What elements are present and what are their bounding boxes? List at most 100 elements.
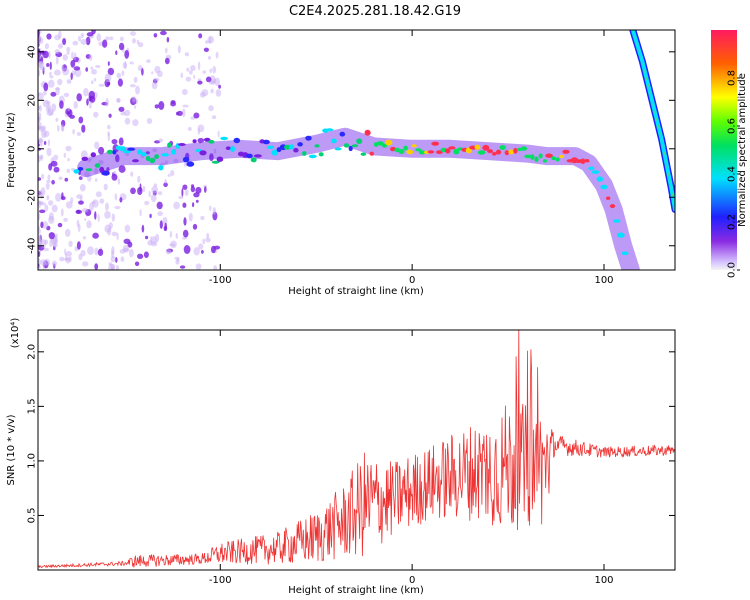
noise-dot: [49, 71, 52, 76]
main-track-halo: [77, 127, 640, 270]
noise-dot: [213, 265, 218, 270]
main-track-blob: [606, 196, 611, 200]
noise-dot: [52, 242, 58, 248]
noise-dot: [212, 207, 216, 215]
noise-dot: [202, 70, 207, 74]
noise-dot: [145, 151, 150, 155]
noise-dot: [118, 137, 124, 146]
noise-dot: [188, 70, 193, 75]
noise-dot: [58, 43, 63, 49]
noise-dot: [129, 84, 136, 88]
noise-dot: [76, 132, 81, 136]
noise-dot: [107, 67, 115, 76]
main-track-blob: [351, 144, 359, 148]
noise-dot: [95, 64, 101, 69]
main-track-blob: [524, 154, 532, 159]
main-track-blob: [171, 149, 176, 155]
noise-dot: [121, 70, 125, 76]
noise-dot: [46, 195, 50, 201]
main-track-blob: [293, 147, 299, 153]
main-track-blob: [448, 146, 456, 150]
main-track-blob: [250, 157, 257, 163]
main-track-blob: [85, 168, 93, 172]
noise-dot: [184, 52, 190, 57]
noise-dot: [115, 265, 120, 270]
noise-dot: [195, 199, 199, 203]
noise-dot: [147, 240, 153, 246]
main-track-blob: [262, 139, 270, 145]
noise-dot: [134, 261, 140, 267]
main-track-blob: [230, 146, 236, 152]
noise-dot: [208, 36, 212, 45]
noise-dot: [177, 45, 181, 54]
noise-dot: [164, 222, 167, 230]
noise-dot: [81, 208, 89, 213]
noise-dot: [38, 112, 42, 118]
noise-dot: [86, 98, 89, 106]
main-track-blob: [182, 156, 190, 163]
main-track-blob: [167, 142, 172, 148]
noise-dot: [76, 219, 80, 228]
noise-dot: [150, 194, 157, 202]
noise-dot: [143, 251, 149, 258]
noise-dot: [208, 105, 214, 112]
main-track-blob: [348, 145, 353, 152]
main-track-blob: [369, 151, 374, 156]
noise-dot: [47, 139, 51, 147]
main-track-blob: [127, 147, 136, 151]
main-track-blob: [513, 147, 518, 154]
noise-dot: [41, 221, 49, 229]
main-track-blob: [325, 128, 334, 132]
y-tick-label: -20: [27, 189, 38, 205]
spectrogram-ticks: -100 0 100 -40 -20 0 20 40: [27, 30, 675, 286]
main-track-blob: [617, 232, 625, 238]
main-track-blob: [216, 156, 224, 162]
noise-dot: [39, 239, 47, 248]
noise-dot: [152, 148, 158, 153]
noise-dot: [55, 55, 59, 65]
main-track-blob: [445, 148, 451, 154]
noise-dot: [47, 174, 51, 181]
main-track-blob: [339, 131, 346, 137]
noise-dot: [94, 141, 100, 150]
noise-dot: [56, 125, 60, 132]
noise-dot: [74, 68, 82, 78]
noise-dot: [124, 117, 131, 125]
colorbar-tick-label: 0.2: [727, 214, 738, 230]
noise-dot: [72, 129, 75, 135]
noise-dot: [46, 179, 51, 184]
snr-marks: [38, 330, 675, 569]
noise-dot: [76, 241, 81, 250]
main-track-blob: [591, 170, 600, 174]
main-track-blob: [161, 153, 169, 157]
main-track-blob: [406, 149, 414, 155]
noise-dot: [41, 173, 45, 180]
main-track-blob: [78, 167, 84, 171]
noise-dot: [118, 42, 125, 51]
noise-dot: [132, 96, 137, 103]
noise-dot: [65, 145, 72, 152]
colorbar-label: Normalized spectral amplitude: [737, 73, 748, 227]
noise-dot: [38, 212, 41, 221]
spectrogram-ylabel: Frequency (Hz): [6, 112, 17, 188]
noise-dot: [80, 32, 85, 39]
main-track-blob: [266, 145, 275, 149]
noise-dot: [59, 100, 64, 109]
noise-dot: [137, 175, 141, 183]
noise-dot: [51, 204, 58, 213]
noise-dot: [103, 183, 108, 191]
main-track-blob: [621, 251, 629, 256]
noise-dot: [55, 87, 60, 91]
noise-dot: [98, 83, 105, 87]
noise-dot: [201, 89, 209, 97]
noise-dot: [90, 80, 94, 85]
noise-dot: [135, 85, 140, 95]
noise-dot: [38, 104, 42, 112]
main-track-blob: [94, 163, 101, 168]
main-track-blob: [211, 160, 220, 164]
noise-dot: [188, 212, 193, 222]
noise-dot: [88, 54, 93, 61]
main-track-blob: [482, 144, 490, 151]
noise-dot: [72, 40, 79, 46]
noise-dot: [38, 37, 44, 44]
